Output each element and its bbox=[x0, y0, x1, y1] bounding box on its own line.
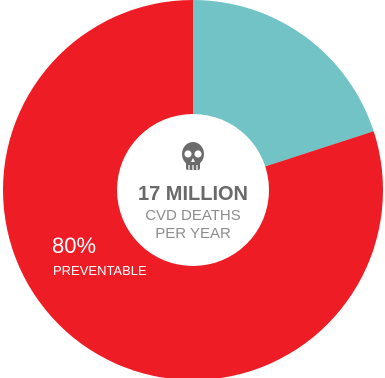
center-line-2: CVD DEATHS bbox=[145, 207, 241, 224]
skull-eye-left bbox=[184, 150, 192, 158]
center-line-3: PER YEAR bbox=[155, 225, 231, 242]
skull-eye-right bbox=[194, 150, 202, 158]
slice-label-preventable: PREVENTABLE bbox=[53, 263, 147, 278]
skull-tooth-gap-1 bbox=[192, 165, 194, 170]
slice-label-preventable-percent: 80% bbox=[52, 233, 96, 258]
skull-tooth-gap-2 bbox=[196, 165, 198, 170]
donut-hole bbox=[117, 114, 269, 266]
skull-icon bbox=[182, 142, 204, 170]
skull-head bbox=[182, 142, 204, 166]
skull-nose bbox=[191, 158, 195, 162]
skull-tooth-gap-0 bbox=[188, 165, 190, 170]
pie-slice-preventable bbox=[3, 0, 383, 378]
center-headline: 17 MILLION bbox=[138, 183, 248, 205]
